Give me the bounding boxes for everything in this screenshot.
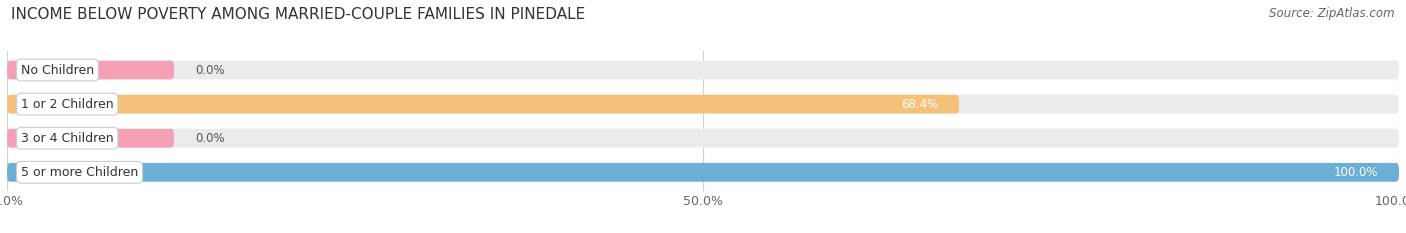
Text: 100.0%: 100.0%: [1333, 166, 1378, 179]
FancyBboxPatch shape: [7, 61, 1399, 79]
FancyBboxPatch shape: [7, 95, 959, 113]
FancyBboxPatch shape: [7, 61, 174, 79]
FancyBboxPatch shape: [7, 163, 1399, 182]
Text: 0.0%: 0.0%: [195, 132, 225, 145]
Text: 5 or more Children: 5 or more Children: [21, 166, 138, 179]
FancyBboxPatch shape: [7, 129, 1399, 147]
Text: 1 or 2 Children: 1 or 2 Children: [21, 98, 114, 111]
FancyBboxPatch shape: [7, 129, 174, 147]
Text: Source: ZipAtlas.com: Source: ZipAtlas.com: [1270, 7, 1395, 20]
Text: 0.0%: 0.0%: [195, 64, 225, 76]
Text: INCOME BELOW POVERTY AMONG MARRIED-COUPLE FAMILIES IN PINEDALE: INCOME BELOW POVERTY AMONG MARRIED-COUPL…: [11, 7, 585, 22]
Text: 3 or 4 Children: 3 or 4 Children: [21, 132, 114, 145]
FancyBboxPatch shape: [7, 95, 1399, 113]
Text: No Children: No Children: [21, 64, 94, 76]
FancyBboxPatch shape: [7, 163, 1399, 182]
Text: 68.4%: 68.4%: [901, 98, 938, 111]
